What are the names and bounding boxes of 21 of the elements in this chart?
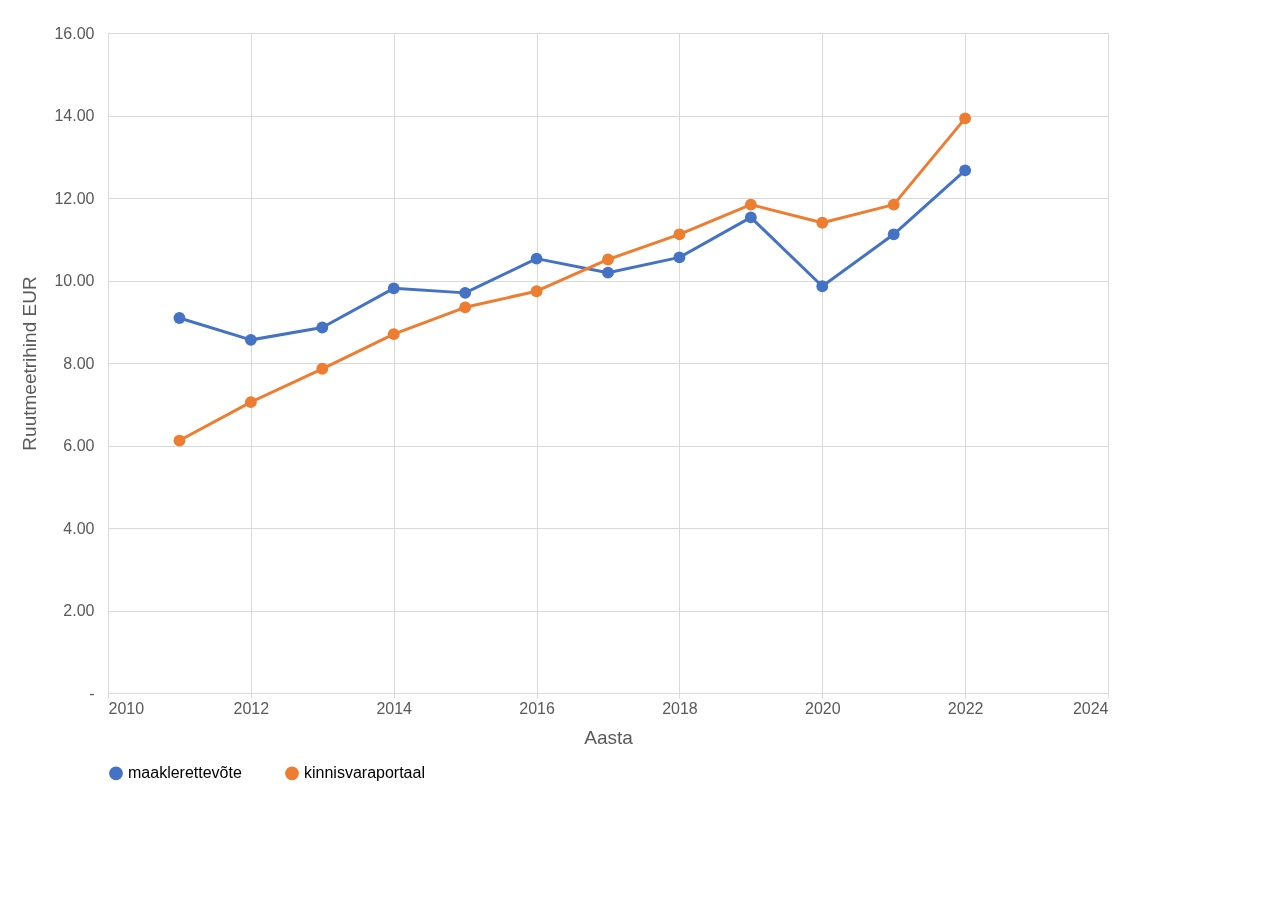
y-tick-label: 8.00 (63, 354, 95, 372)
y-tick-label: 14.00 (54, 107, 95, 124)
x-tick-label: 2016 (519, 699, 555, 717)
x-tick-label: 2014 (376, 699, 413, 717)
y-tick-label: 12.00 (54, 189, 95, 207)
x-tick-label: 2012 (233, 699, 270, 717)
y-tick-label: 2.00 (63, 602, 95, 619)
y-tick-label: - (89, 684, 95, 702)
x-tick-label: 2020 (804, 699, 841, 717)
y-tick-label: 16.00 (54, 24, 95, 42)
y-tick-label: 6.00 (63, 437, 95, 454)
x-tick-label: 2024 (1072, 699, 1109, 717)
x-axis-title: Aasta (584, 726, 634, 748)
y-axis-title: Ruutmeetrihind EUR (19, 276, 41, 451)
x-tick-label: 2010 (108, 699, 145, 717)
legend-label: kinnisvaraportaal (304, 764, 425, 782)
y-tick-label: 4.00 (63, 519, 95, 537)
x-tick-label: 2018 (662, 699, 698, 717)
legend-label: maaklerettevõte (128, 764, 242, 782)
x-tick-label: 2022 (947, 699, 984, 717)
y-tick-label: 10.00 (54, 272, 95, 289)
